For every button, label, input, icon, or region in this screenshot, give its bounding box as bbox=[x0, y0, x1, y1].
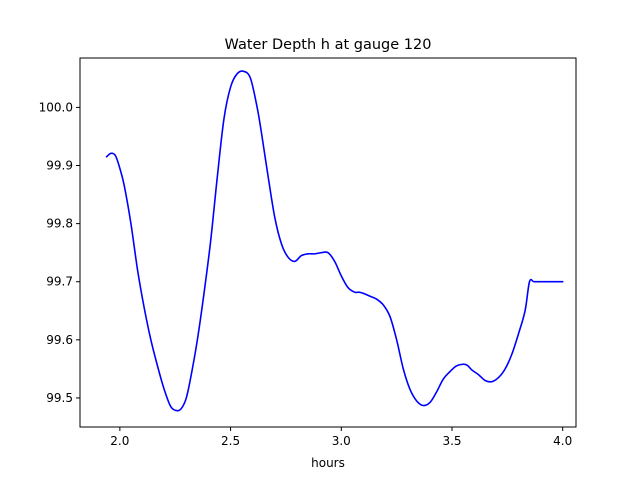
x-tick-label: 3.5 bbox=[442, 434, 461, 448]
y-tick-label: 99.8 bbox=[46, 217, 73, 231]
x-axis: 2.0 2.5 3.0 3.5 4.0 bbox=[110, 427, 572, 448]
x-tick-label: 3.0 bbox=[332, 434, 351, 448]
y-tick-label: 99.9 bbox=[46, 159, 73, 173]
x-axis-label: hours bbox=[311, 456, 345, 470]
x-tick-label: 2.0 bbox=[110, 434, 129, 448]
series-line bbox=[105, 70, 564, 412]
plot-area bbox=[105, 70, 564, 412]
y-tick-label: 99.5 bbox=[46, 391, 73, 405]
y-axis: 99.5 99.6 99.7 99.8 99.9 100.0 bbox=[39, 100, 80, 405]
axes-frame bbox=[79, 57, 577, 428]
chart-title: Water Depth h at gauge 120 bbox=[225, 37, 432, 53]
y-tick-label: 99.6 bbox=[46, 333, 73, 347]
y-tick-label: 99.7 bbox=[46, 275, 73, 289]
x-tick-label: 4.0 bbox=[553, 434, 572, 448]
y-tick-label: 100.0 bbox=[39, 100, 73, 114]
x-tick-label: 2.5 bbox=[221, 434, 240, 448]
